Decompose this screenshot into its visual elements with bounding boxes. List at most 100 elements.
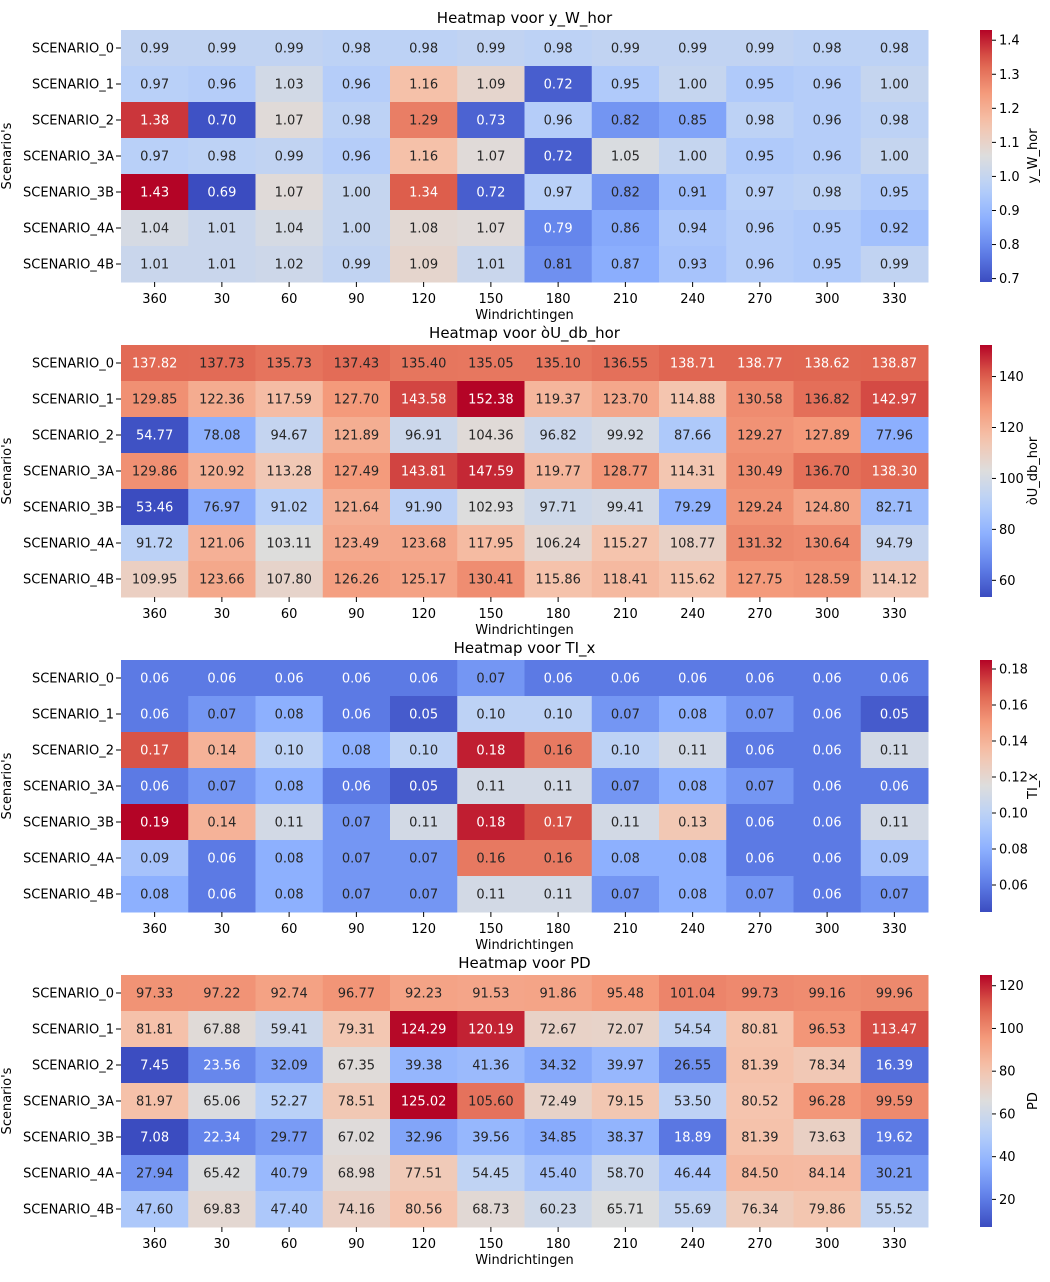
cell-value-label: 77.51 <box>405 1167 442 1182</box>
cell-value-label: 1.16 <box>409 78 438 93</box>
cell-value-label: 0.19 <box>140 816 169 831</box>
colorbar-tick-label: 80 <box>999 1065 1016 1080</box>
x-tick-label: 120 <box>411 292 436 307</box>
heatmap-cell <box>255 1011 324 1048</box>
heatmap-cell <box>322 174 391 211</box>
cell-value-label: 0.96 <box>813 78 842 93</box>
x-tick-label: 300 <box>815 292 840 307</box>
heatmap-cell <box>390 138 458 175</box>
cell-value-label: 92.74 <box>271 987 308 1002</box>
cell-value-label: 0.06 <box>745 852 774 867</box>
cell-value-label: 0.99 <box>678 42 707 57</box>
heatmap-cell <box>121 768 189 805</box>
heatmap-cell <box>860 345 929 382</box>
heatmap-cell <box>591 1119 660 1156</box>
heatmap-cell <box>322 489 391 526</box>
cell-value-label: 138.62 <box>804 357 850 372</box>
cell-value-label: 0.91 <box>678 186 707 201</box>
cell-value-label: 1.00 <box>880 150 909 165</box>
heatmap-cell <box>860 1083 929 1120</box>
heatmap-cell <box>793 489 862 526</box>
cell-value-label: 34.85 <box>540 1131 577 1146</box>
heatmap-cell <box>860 876 929 913</box>
heatmap-cell <box>121 138 189 175</box>
cell-value-label: 0.06 <box>275 672 304 687</box>
x-tick-label: 330 <box>882 922 907 937</box>
heatmap-cell <box>457 66 525 103</box>
heatmap-cell <box>390 66 458 103</box>
cell-value-label: 23.56 <box>203 1059 240 1074</box>
x-tick-label: 270 <box>747 922 772 937</box>
cell-value-label: 0.98 <box>880 42 909 57</box>
heatmap-cell <box>793 138 862 175</box>
x-tick-label: 300 <box>815 607 840 622</box>
heatmap-cell <box>860 660 929 697</box>
heatmap-cell <box>659 732 727 769</box>
cell-value-label: 68.98 <box>338 1167 375 1182</box>
colorbar-tick-label: 120 <box>999 421 1024 436</box>
cell-value-label: 1.07 <box>275 114 304 129</box>
heatmap-cell <box>322 525 391 562</box>
heatmap-cell <box>188 417 256 454</box>
cell-value-label: 0.05 <box>409 780 438 795</box>
y-tick-label: SCENARIO_1 <box>32 708 114 723</box>
cell-value-label: 0.06 <box>611 672 640 687</box>
heatmap-cell <box>524 381 593 418</box>
y-tick-label: SCENARIO_1 <box>32 393 114 408</box>
x-tick-label: 330 <box>882 1237 907 1252</box>
cell-value-label: 0.08 <box>140 888 169 903</box>
heatmap-cell <box>659 768 727 805</box>
heatmap-cell <box>591 66 660 103</box>
cell-value-label: 22.34 <box>203 1131 240 1146</box>
heatmap-cell <box>390 30 458 67</box>
heatmap-cell <box>121 381 189 418</box>
heatmap-cell <box>726 876 794 913</box>
x-tick-label: 300 <box>815 1237 840 1252</box>
cell-value-label: 16.39 <box>876 1059 913 1074</box>
cell-value-label: 121.06 <box>199 537 245 552</box>
cell-value-label: 103.11 <box>266 537 312 552</box>
heatmap-cell <box>390 1083 458 1120</box>
heatmap-cell <box>121 345 189 382</box>
cell-value-label: 0.96 <box>342 78 371 93</box>
cell-value-label: 32.96 <box>405 1131 442 1146</box>
x-tick-label: 180 <box>546 1237 571 1252</box>
cell-value-label: 77.96 <box>876 429 913 444</box>
heatmap-cell <box>659 138 727 175</box>
heatmap-cell <box>591 768 660 805</box>
heatmap-cell <box>188 768 256 805</box>
heatmap-cell <box>255 345 324 382</box>
cell-value-label: 0.06 <box>342 672 371 687</box>
x-tick-label: 210 <box>613 922 638 937</box>
cell-value-label: 0.69 <box>207 186 236 201</box>
cell-value-label: 0.99 <box>611 42 640 57</box>
cell-value-label: 1.04 <box>140 222 169 237</box>
x-tick-label: 30 <box>214 607 231 622</box>
heatmap-cell <box>188 1191 256 1228</box>
cell-value-label: 99.16 <box>809 987 846 1002</box>
cell-value-label: 67.35 <box>338 1059 375 1074</box>
heatmap-cell <box>659 1083 727 1120</box>
heatmap-cell <box>390 525 458 562</box>
y-tick-label: SCENARIO_2 <box>32 1059 114 1074</box>
heatmap-cell <box>860 696 929 733</box>
heatmap-cell <box>457 489 525 526</box>
heatmap-cell <box>591 804 660 841</box>
heatmap-cell <box>524 453 593 490</box>
heatmap-cell <box>457 381 525 418</box>
cell-value-label: 78.51 <box>338 1095 375 1110</box>
heatmap-cell <box>860 102 929 139</box>
cell-value-label: 0.14 <box>207 816 236 831</box>
heatmap-cell <box>793 174 862 211</box>
heatmap-cell <box>390 975 458 1012</box>
cell-value-label: 115.62 <box>670 573 716 588</box>
heatmap-cell <box>457 876 525 913</box>
heatmap-cell <box>793 804 862 841</box>
y-tick-label: SCENARIO_3A <box>23 1095 114 1110</box>
cell-value-label: 121.89 <box>334 429 380 444</box>
heatmap-cell <box>121 1191 189 1228</box>
heatmap-cell <box>726 345 794 382</box>
cell-value-label: 65.71 <box>607 1203 644 1218</box>
heatmap-cell <box>457 138 525 175</box>
cell-value-label: 1.00 <box>880 78 909 93</box>
